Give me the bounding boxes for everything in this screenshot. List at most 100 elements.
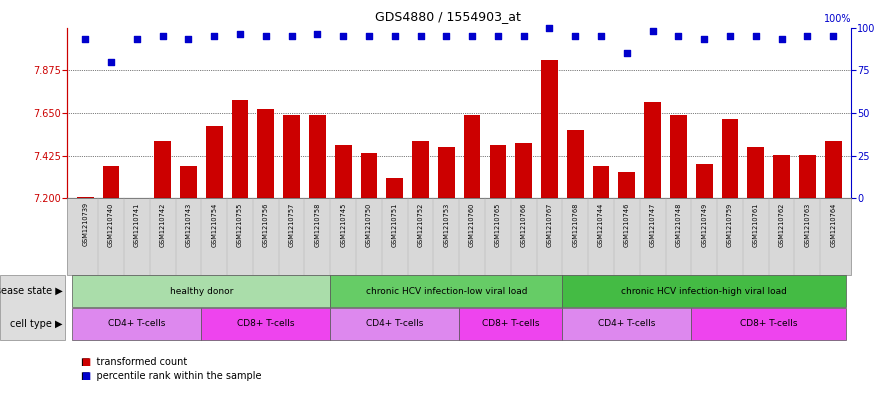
Bar — [696, 164, 712, 198]
Bar — [180, 166, 197, 198]
Text: GSM1210749: GSM1210749 — [702, 202, 707, 246]
Point — [362, 33, 376, 39]
Text: CD8+ T-cells: CD8+ T-cells — [237, 320, 295, 328]
Text: healthy donor: healthy donor — [169, 287, 233, 296]
Point — [207, 33, 221, 39]
Text: GSM1210758: GSM1210758 — [314, 202, 321, 247]
Point — [336, 33, 350, 39]
Point — [671, 33, 685, 39]
Text: GSM1210767: GSM1210767 — [547, 202, 553, 247]
Point — [594, 33, 608, 39]
Point — [310, 31, 324, 37]
Bar — [721, 119, 738, 198]
Point — [749, 33, 763, 39]
Bar — [360, 153, 377, 198]
Text: GSM1210764: GSM1210764 — [831, 202, 836, 247]
Text: GSM1210744: GSM1210744 — [598, 202, 604, 247]
Text: CD8+ T-cells: CD8+ T-cells — [482, 320, 539, 328]
Bar — [670, 115, 687, 198]
Text: ■: ■ — [81, 358, 90, 367]
Text: CD4+ T-cells: CD4+ T-cells — [599, 320, 656, 328]
Bar — [644, 101, 661, 198]
Bar — [309, 115, 326, 198]
Bar — [154, 141, 171, 198]
Bar — [412, 141, 429, 198]
Text: GSM1210754: GSM1210754 — [211, 202, 217, 247]
Point — [826, 33, 840, 39]
Text: GSM1210751: GSM1210751 — [392, 202, 398, 246]
Point — [697, 36, 711, 42]
Text: chronic HCV infection-high viral load: chronic HCV infection-high viral load — [621, 287, 788, 296]
Bar — [438, 147, 454, 198]
Point — [723, 33, 737, 39]
Point — [774, 36, 788, 42]
Text: GSM1210760: GSM1210760 — [470, 202, 475, 247]
Text: GSM1210748: GSM1210748 — [676, 202, 682, 247]
Bar — [103, 166, 119, 198]
Point — [155, 33, 169, 39]
Bar — [206, 126, 222, 198]
Text: GSM1210740: GSM1210740 — [108, 202, 114, 247]
Point — [233, 31, 247, 37]
Text: ■: ■ — [81, 371, 90, 381]
Bar — [386, 178, 403, 198]
Text: GSM1210753: GSM1210753 — [444, 202, 449, 246]
Point — [645, 28, 659, 34]
Text: GDS4880 / 1554903_at: GDS4880 / 1554903_at — [375, 10, 521, 23]
Point — [620, 50, 634, 56]
Point — [388, 33, 402, 39]
Text: GSM1210756: GSM1210756 — [263, 202, 269, 247]
Point — [130, 36, 144, 42]
Bar — [257, 109, 274, 198]
Bar — [489, 145, 506, 198]
Text: GSM1210750: GSM1210750 — [366, 202, 372, 247]
Point — [181, 36, 195, 42]
Text: GSM1210745: GSM1210745 — [340, 202, 346, 247]
Bar — [618, 172, 635, 198]
Point — [413, 33, 427, 39]
Text: cell type ▶: cell type ▶ — [10, 319, 63, 329]
Text: GSM1210763: GSM1210763 — [805, 202, 810, 246]
Bar — [231, 100, 248, 198]
Bar — [773, 155, 790, 198]
Text: GSM1210741: GSM1210741 — [134, 202, 140, 246]
Bar — [541, 60, 558, 198]
Point — [491, 33, 505, 39]
Point — [284, 33, 298, 39]
Text: GSM1210755: GSM1210755 — [237, 202, 243, 247]
Point — [439, 33, 453, 39]
Bar — [283, 115, 300, 198]
Point — [516, 33, 530, 39]
Point — [259, 33, 273, 39]
Bar — [592, 166, 609, 198]
Text: GSM1210739: GSM1210739 — [82, 202, 88, 246]
Point — [465, 33, 479, 39]
Point — [542, 24, 556, 31]
Text: CD8+ T-cells: CD8+ T-cells — [740, 320, 797, 328]
Text: ■  percentile rank within the sample: ■ percentile rank within the sample — [81, 371, 261, 381]
Text: GSM1210752: GSM1210752 — [418, 202, 424, 247]
Point — [568, 33, 582, 39]
Bar — [567, 130, 583, 198]
Bar — [799, 155, 815, 198]
Text: CD4+ T-cells: CD4+ T-cells — [108, 320, 166, 328]
Text: GSM1210743: GSM1210743 — [185, 202, 192, 246]
Point — [800, 33, 814, 39]
Text: GSM1210757: GSM1210757 — [289, 202, 295, 247]
Bar — [824, 141, 841, 198]
Text: GSM1210761: GSM1210761 — [753, 202, 759, 246]
Bar — [464, 115, 480, 198]
Text: CD4+ T-cells: CD4+ T-cells — [366, 320, 424, 328]
Bar — [747, 147, 764, 198]
Text: GSM1210747: GSM1210747 — [650, 202, 656, 247]
Text: GSM1210762: GSM1210762 — [779, 202, 785, 247]
Text: ■  transformed count: ■ transformed count — [81, 358, 187, 367]
Text: chronic HCV infection-low viral load: chronic HCV infection-low viral load — [366, 287, 527, 296]
Text: GSM1210742: GSM1210742 — [159, 202, 166, 247]
Text: 100%: 100% — [823, 14, 851, 24]
Bar — [515, 143, 532, 198]
Point — [104, 59, 118, 65]
Bar — [77, 196, 94, 198]
Text: GSM1210766: GSM1210766 — [521, 202, 527, 247]
Text: GSM1210759: GSM1210759 — [727, 202, 733, 246]
